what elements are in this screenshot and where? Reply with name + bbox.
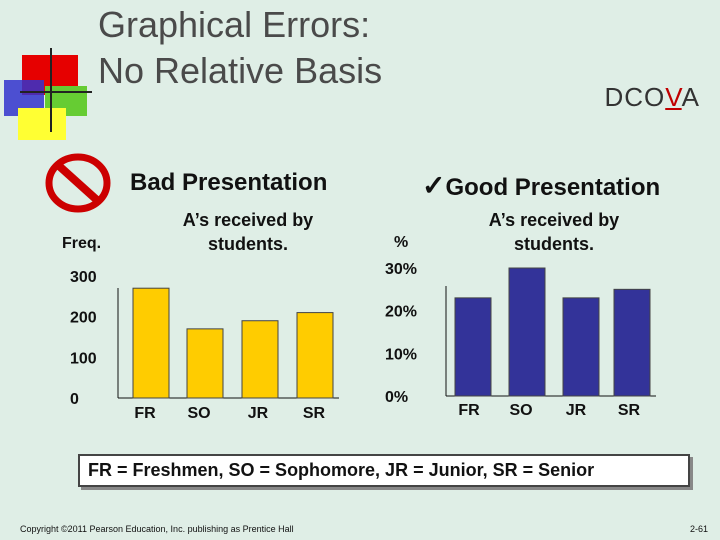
good-category-label: SO: [509, 402, 532, 419]
dcova-prefix: DCO: [604, 82, 666, 112]
bad-chart-title: A’s received by students.: [150, 208, 346, 256]
good-chart-title-line1: A’s received by: [488, 210, 620, 230]
good-category-label: JR: [566, 402, 587, 419]
prohibit-icon: [45, 153, 111, 213]
good-tick-label: 0%: [385, 389, 408, 406]
logo-decoration-yellow: [18, 108, 66, 140]
bad-ylabel: Freq.: [62, 235, 102, 252]
bad-chart-title-line2: students.: [207, 234, 288, 254]
good-ylabel: %: [394, 234, 409, 251]
dcova-label: DCOVA: [604, 82, 700, 113]
check-icon: ✓: [422, 170, 446, 201]
good-tick-label: 30%: [385, 261, 417, 278]
bad-heading: Bad Presentation: [130, 169, 328, 196]
bad-bar: [132, 287, 170, 399]
logo-line-v: [50, 48, 52, 132]
bad-bar: [186, 328, 224, 399]
bad-category-label: SR: [303, 405, 326, 422]
logo-line-h: [20, 91, 92, 93]
bad-bar: [296, 312, 334, 399]
good-bar: [508, 267, 546, 397]
title-line2: No Relative Basis: [98, 50, 383, 91]
good-chart-title: A’s received by students.: [456, 208, 652, 256]
bad-bar: [241, 320, 279, 399]
page-number: 2-61: [689, 524, 708, 534]
dcova-suffix: A: [681, 82, 700, 112]
bad-tick-label: 0: [70, 391, 79, 408]
dcova-highlight: V: [665, 82, 682, 112]
good-chart-title-line2: students.: [513, 234, 594, 254]
good-bar: [562, 297, 600, 397]
bad-tick-label: 300: [70, 269, 97, 286]
bad-category-label: SO: [187, 405, 210, 422]
title-line1: Graphical Errors:: [98, 4, 371, 45]
bad-chart-title-line1: A’s received by: [182, 210, 314, 230]
bad-tick-label: 100: [70, 350, 97, 367]
good-bar: [454, 297, 492, 397]
good-bar: [613, 288, 651, 397]
good-heading-text: Good Presentation: [445, 174, 661, 201]
good-category-label: FR: [458, 402, 480, 419]
good-heading: ✓Good Presentation: [422, 169, 660, 202]
bad-category-label: FR: [134, 405, 156, 422]
slide-title: Graphical Errors: No Relative Basis: [98, 2, 382, 94]
copyright-footer: Copyright ©2011 Pearson Education, Inc. …: [20, 524, 294, 534]
bad-category-label: JR: [248, 405, 269, 422]
legend-box: FR = Freshmen, SO = Sophomore, JR = Juni…: [78, 454, 690, 487]
good-category-label: SR: [618, 402, 641, 419]
good-tick-label: 10%: [385, 346, 417, 363]
bad-tick-label: 200: [70, 310, 97, 327]
good-tick-label: 20%: [385, 304, 417, 321]
